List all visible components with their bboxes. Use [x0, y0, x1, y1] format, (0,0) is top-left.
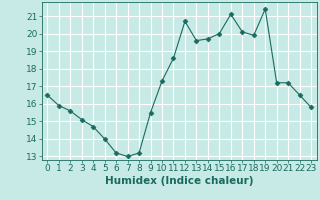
X-axis label: Humidex (Indice chaleur): Humidex (Indice chaleur) [105, 176, 253, 186]
